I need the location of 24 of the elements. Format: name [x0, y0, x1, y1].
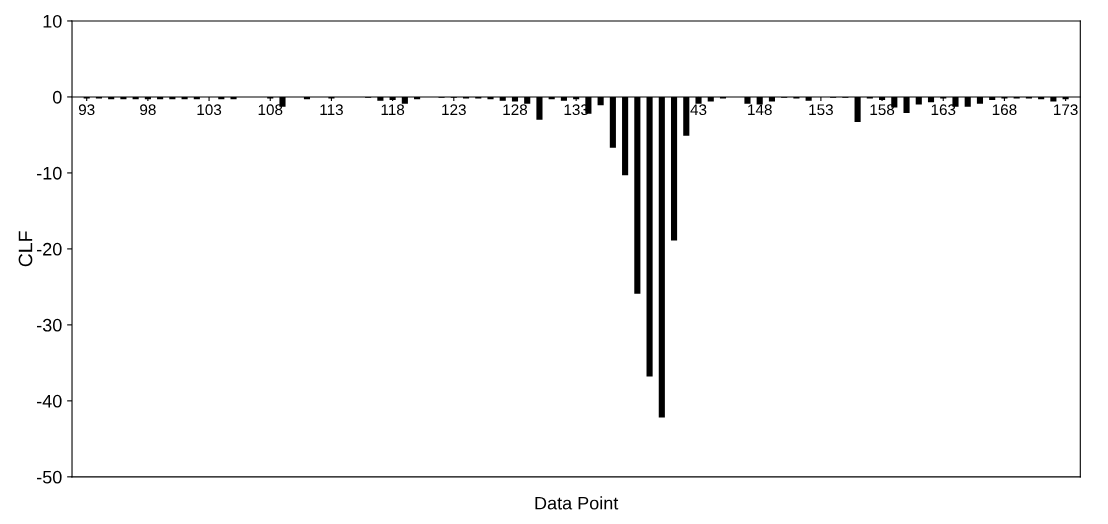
y-tick-label: 10 — [43, 14, 62, 28]
x-tick-label: 103 — [197, 104, 222, 116]
y-axis-title: CLF — [18, 231, 33, 267]
x-tick-label: 173 — [1054, 104, 1078, 116]
y-tick-label: -30 — [37, 318, 62, 332]
x-tick-label: 168 — [992, 104, 1017, 116]
x-tick-label: 158 — [870, 104, 895, 116]
y-tick-label: -40 — [37, 394, 62, 408]
x-tick-label: 98 — [140, 104, 156, 116]
x-tick-label: 118 — [381, 104, 405, 116]
y-tick-label: 0 — [52, 90, 62, 104]
x-tick-label: 43 — [690, 104, 707, 116]
x-tick-label: 108 — [258, 104, 283, 116]
x-tick-label: 153 — [809, 104, 833, 116]
y-tick-label: -50 — [37, 470, 62, 484]
y-tick-label: -20 — [37, 242, 62, 256]
x-tick-label: 163 — [931, 104, 956, 116]
x-tick-label: 113 — [320, 104, 343, 116]
x-tick-label: 123 — [442, 104, 466, 116]
x-tick-label: 148 — [748, 104, 772, 116]
x-axis-title: Data Point — [535, 496, 619, 510]
y-tick-label: -10 — [37, 166, 62, 180]
x-tick-label: 128 — [503, 104, 528, 116]
x-tick-label: 93 — [78, 104, 95, 116]
